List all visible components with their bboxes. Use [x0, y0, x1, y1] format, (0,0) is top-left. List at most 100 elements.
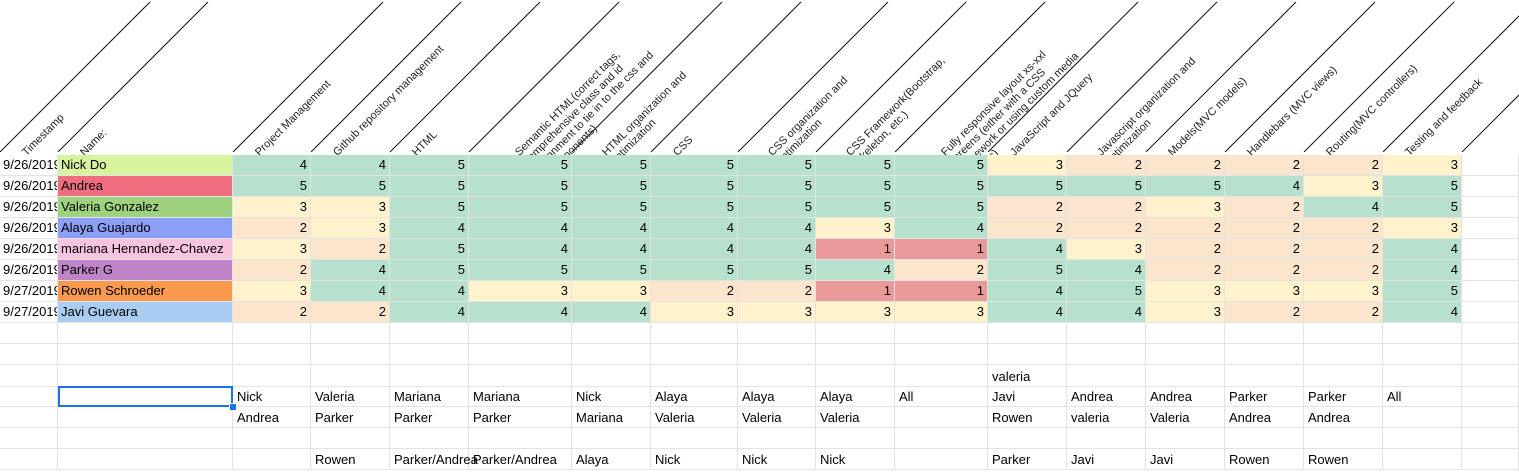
empty-cell[interactable]: [651, 344, 738, 365]
empty-cell[interactable]: [1146, 428, 1225, 449]
score-cell[interactable]: 3: [311, 218, 390, 239]
score-cell[interactable]: 5: [738, 176, 816, 197]
empty-cell[interactable]: [572, 366, 651, 387]
score-cell[interactable]: 4: [572, 218, 651, 239]
empty-cell[interactable]: [0, 323, 58, 344]
score-cell[interactable]: 2: [738, 281, 816, 302]
score-cell[interactable]: 3: [1304, 176, 1383, 197]
empty-cell[interactable]: [895, 428, 988, 449]
empty-cell[interactable]: [233, 407, 311, 428]
empty-cell[interactable]: [738, 366, 816, 387]
score-cell[interactable]: 5: [469, 197, 572, 218]
empty-cell[interactable]: [988, 323, 1067, 344]
note-cell[interactable]: All: [899, 389, 914, 404]
empty-cell[interactable]: [1146, 449, 1225, 470]
score-cell[interactable]: 4: [390, 302, 469, 323]
note-cell[interactable]: Mariana: [394, 389, 441, 404]
empty-cell[interactable]: [1462, 197, 1519, 218]
score-cell[interactable]: 3: [1383, 218, 1462, 239]
empty-cell[interactable]: [1383, 344, 1462, 365]
empty-cell[interactable]: [1225, 344, 1304, 365]
score-cell[interactable]: 2: [1304, 218, 1383, 239]
score-cell[interactable]: 2: [895, 260, 988, 281]
empty-cell[interactable]: [1146, 366, 1225, 387]
score-cell[interactable]: 4: [816, 260, 895, 281]
score-cell[interactable]: 3: [895, 302, 988, 323]
note-cell[interactable]: Nick: [237, 389, 263, 404]
score-cell[interactable]: 4: [469, 218, 572, 239]
empty-cell[interactable]: [0, 386, 58, 407]
score-cell[interactable]: 4: [469, 239, 572, 260]
score-cell[interactable]: 5: [738, 197, 816, 218]
empty-cell[interactable]: [469, 366, 572, 387]
score-cell[interactable]: 2: [233, 218, 311, 239]
empty-cell[interactable]: [311, 386, 390, 407]
empty-cell[interactable]: [1462, 281, 1519, 302]
score-cell[interactable]: 4: [988, 302, 1067, 323]
empty-cell[interactable]: [1067, 386, 1146, 407]
score-cell[interactable]: 5: [390, 176, 469, 197]
note-cell[interactable]: Andrea: [237, 410, 279, 425]
empty-cell[interactable]: [895, 323, 988, 344]
score-cell[interactable]: 4: [651, 239, 738, 260]
note-cell[interactable]: Parker: [1308, 389, 1347, 404]
score-cell[interactable]: 3: [1383, 155, 1462, 176]
score-cell[interactable]: 5: [895, 176, 988, 197]
empty-cell[interactable]: [816, 449, 895, 470]
note-cell[interactable]: Parker/Andrea: [394, 452, 478, 467]
score-cell[interactable]: 3: [233, 197, 311, 218]
note-cell[interactable]: Mariana: [473, 389, 520, 404]
empty-cell[interactable]: [1225, 323, 1304, 344]
empty-cell[interactable]: [895, 366, 988, 387]
empty-cell[interactable]: [1304, 386, 1383, 407]
score-cell[interactable]: 4: [311, 155, 390, 176]
name-cell[interactable]: Andrea: [58, 176, 233, 197]
empty-cell[interactable]: [1146, 344, 1225, 365]
empty-cell[interactable]: [988, 366, 1067, 387]
score-cell[interactable]: 5: [469, 155, 572, 176]
note-cell[interactable]: Rowen: [1308, 452, 1349, 467]
score-cell[interactable]: 5: [651, 176, 738, 197]
score-cell[interactable]: 4: [1383, 260, 1462, 281]
empty-cell[interactable]: [816, 344, 895, 365]
score-cell[interactable]: 2: [233, 260, 311, 281]
empty-cell[interactable]: [58, 344, 233, 365]
empty-cell[interactable]: [311, 366, 390, 387]
score-cell[interactable]: 4: [311, 260, 390, 281]
score-cell[interactable]: 2: [311, 239, 390, 260]
score-cell[interactable]: 5: [895, 155, 988, 176]
empty-cell[interactable]: [1462, 344, 1519, 365]
empty-cell[interactable]: [738, 428, 816, 449]
score-cell[interactable]: 2: [1225, 155, 1304, 176]
empty-cell[interactable]: [1225, 428, 1304, 449]
empty-cell[interactable]: [572, 344, 651, 365]
note-cell[interactable]: Andrea: [1308, 410, 1350, 425]
score-cell[interactable]: 4: [572, 302, 651, 323]
empty-cell[interactable]: [233, 386, 311, 407]
score-cell[interactable]: 2: [233, 302, 311, 323]
note-cell[interactable]: Javi: [1150, 452, 1174, 467]
note-cell[interactable]: Valeria: [1150, 410, 1190, 425]
note-cell[interactable]: All: [1387, 389, 1402, 404]
note-cell[interactable]: Mariana: [576, 410, 623, 425]
empty-cell[interactable]: [816, 428, 895, 449]
empty-cell[interactable]: [1146, 323, 1225, 344]
score-cell[interactable]: 5: [988, 260, 1067, 281]
empty-cell[interactable]: [1462, 407, 1519, 428]
empty-cell[interactable]: [469, 449, 572, 470]
name-cell[interactable]: Parker G: [58, 260, 233, 281]
empty-cell[interactable]: [738, 386, 816, 407]
score-cell[interactable]: 5: [572, 197, 651, 218]
empty-cell[interactable]: [233, 428, 311, 449]
score-cell[interactable]: 5: [572, 176, 651, 197]
empty-cell[interactable]: [1067, 449, 1146, 470]
note-cell[interactable]: Valeria: [742, 410, 782, 425]
empty-cell[interactable]: [390, 323, 469, 344]
empty-cell[interactable]: [58, 449, 233, 470]
note-cell[interactable]: Andrea: [1150, 389, 1192, 404]
score-cell[interactable]: 4: [988, 281, 1067, 302]
note-cell[interactable]: valeria: [992, 369, 1031, 384]
empty-cell[interactable]: [311, 428, 390, 449]
score-cell[interactable]: 2: [1304, 260, 1383, 281]
